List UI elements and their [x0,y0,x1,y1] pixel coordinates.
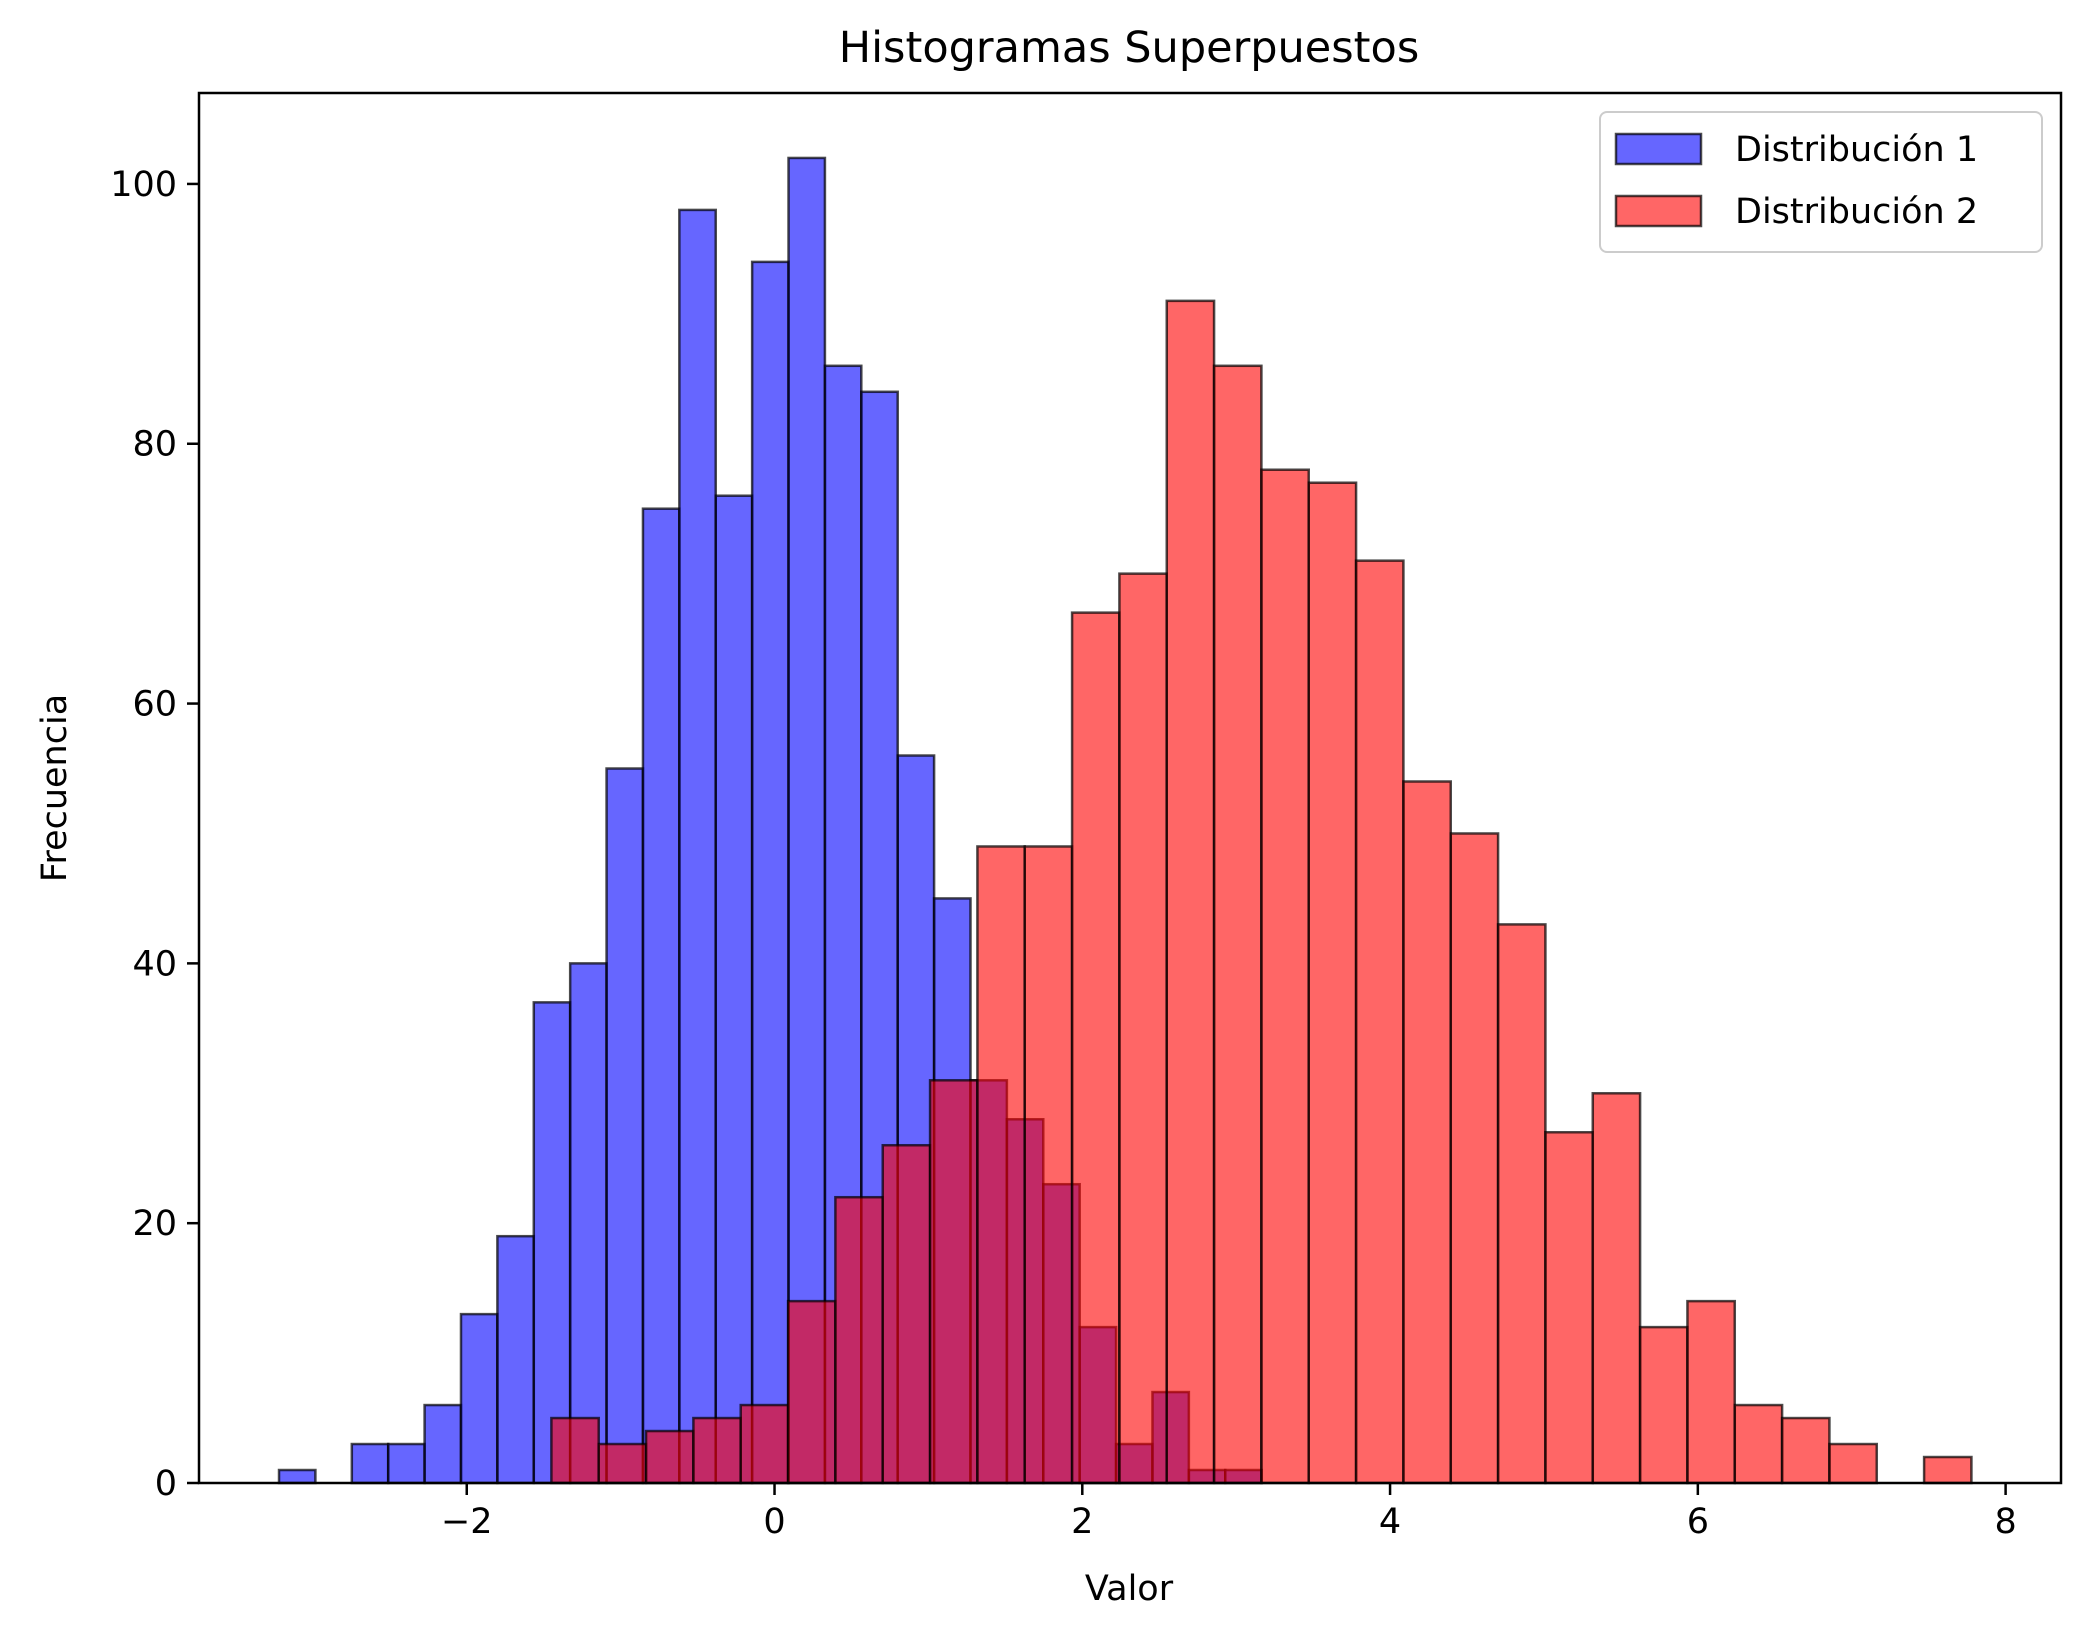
y-tick-label: 100 [110,165,177,205]
histogram-bar-series-1 [386,1442,426,1485]
y-tick-label: 60 [132,685,177,725]
histogram-bar-series-1 [678,208,717,1485]
legend-label-distribution-2: Distribución 2 [1735,192,1978,232]
x-tick-label: 4 [1379,1502,1401,1542]
histogram-bar-series-1 [787,156,827,1485]
histogram-bar-series-2 [976,845,1026,1485]
y-tick-label: 0 [155,1464,177,1504]
histogram-bar-series-2 [1307,481,1358,1485]
histogram-bar-series-2 [1686,1299,1737,1485]
histogram-bar-series-2 [1922,1455,1973,1485]
histogram-bar-series-2 [1828,1442,1879,1485]
histogram-bar-series-1 [496,1234,536,1485]
histogram-bar-series-2 [644,1429,695,1485]
histogram-bar-series-2 [1070,611,1121,1485]
histogram-bar-series-2 [1354,559,1405,1485]
y-axis-label: Frecuencia [35,694,75,882]
chart-title: Histogramas Superpuestos [839,23,1419,73]
legend-swatch-distribution-1 [1614,132,1703,166]
histogram-bar-series-1 [532,1001,572,1485]
bars-layer [277,156,1973,1485]
legend: Distribución 1 Distribución 2 [1599,111,2043,253]
histogram-bar-series-1 [423,1403,463,1485]
histogram-bar-series-2 [597,1442,648,1485]
x-tick-label: 2 [1071,1502,1093,1542]
histogram-bar-series-2 [550,1416,600,1485]
legend-box [1599,111,2043,253]
x-tick-label: 0 [763,1502,785,1542]
histogram-bar-series-2 [834,1195,884,1485]
x-axis-ticks: −2 0 2 4 6 8 [441,1483,2017,1542]
y-tick-label: 20 [132,1204,177,1244]
x-tick-label: −2 [441,1502,493,1542]
histogram-bar-series-2 [1591,1092,1642,1485]
histogram-bar-series-1 [714,494,754,1485]
plot-frame [197,91,2063,1485]
histogram-bar-series-1 [750,260,790,1485]
y-tick-label: 40 [132,944,177,984]
histogram-bar-series-2 [1260,468,1311,1485]
histogram-bar-series-2 [1496,923,1547,1485]
histogram-bar-series-1 [641,507,681,1485]
histogram-bar-series-2 [1544,1131,1595,1485]
histogram-bar-series-2 [786,1299,837,1485]
histogram-bar-series-1 [568,962,608,1485]
histogram-bar-series-2 [1780,1416,1831,1485]
histogram-bar-series-2 [1165,299,1216,1485]
histogram-bar-series-1 [459,1312,499,1485]
legend-label-distribution-1: Distribución 1 [1735,130,1978,170]
histogram-bar-series-2 [928,1079,979,1485]
y-axis-ticks: 0 20 40 60 80 100 [110,165,199,1504]
x-tick-label: 6 [1687,1502,1709,1542]
x-axis-label: Valor [1085,1569,1174,1609]
y-tick-label: 80 [132,425,177,465]
histogram-bar-series-2 [1212,364,1263,1485]
histogram-bar-series-2 [1118,572,1168,1485]
histogram-bar-series-2 [1402,780,1453,1485]
histogram-bar-series-1 [605,767,645,1485]
histogram-bar-series-1 [350,1442,390,1485]
histogram-bar-series-1 [277,1468,317,1485]
histogram-bar-series-2 [1023,845,1074,1485]
x-tick-label: 8 [1994,1502,2016,1542]
histogram-bar-series-2 [692,1416,742,1485]
histogram-bar-series-2 [881,1143,932,1485]
legend-swatch-distribution-2 [1614,194,1703,228]
histogram-bar-series-2 [1733,1403,1784,1485]
histogram-bar-series-2 [739,1403,790,1485]
histogram-bar-series-2 [1638,1325,1689,1485]
histogram-bar-series-2 [1449,832,1500,1485]
